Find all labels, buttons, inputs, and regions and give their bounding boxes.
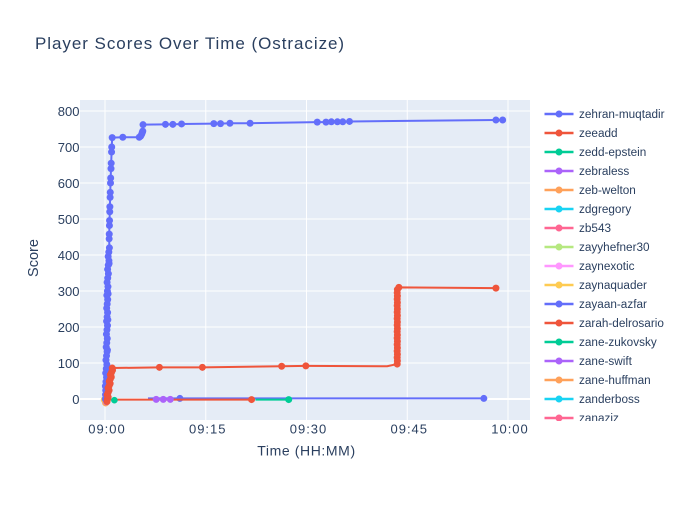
svg-text:09:30: 09:30	[290, 422, 328, 437]
svg-text:09:00: 09:00	[88, 422, 126, 437]
svg-text:zaynexotic: zaynexotic	[579, 260, 635, 273]
svg-text:09:45: 09:45	[390, 422, 428, 437]
svg-text:zane-swift: zane-swift	[579, 355, 633, 368]
svg-text:zayaan-azfar: zayaan-azfar	[579, 298, 647, 311]
svg-text:zedd-epstein: zedd-epstein	[579, 146, 646, 159]
svg-text:09:15: 09:15	[189, 422, 227, 437]
svg-text:700: 700	[58, 140, 80, 155]
svg-text:zb543: zb543	[579, 222, 611, 235]
svg-text:zaynaquader: zaynaquader	[579, 279, 647, 292]
svg-text:10:00: 10:00	[491, 422, 529, 437]
svg-text:500: 500	[58, 212, 80, 227]
svg-text:100: 100	[58, 356, 80, 371]
svg-text:Player Scores Over Time (Ostra: Player Scores Over Time (Ostracize)	[35, 34, 345, 53]
svg-text:zayyhefner30: zayyhefner30	[579, 241, 650, 254]
svg-text:0: 0	[72, 392, 79, 407]
svg-text:200: 200	[58, 320, 80, 335]
svg-text:zebraless: zebraless	[579, 165, 629, 178]
svg-text:zane-zukovsky: zane-zukovsky	[579, 336, 657, 349]
svg-text:zanaziz: zanaziz	[579, 412, 619, 425]
svg-text:zeeadd: zeeadd	[579, 127, 618, 140]
svg-text:zarah-delrosario: zarah-delrosario	[579, 317, 664, 330]
svg-text:zane-huffman: zane-huffman	[579, 374, 651, 387]
svg-text:zdgregory: zdgregory	[579, 203, 631, 216]
svg-text:Score: Score	[26, 239, 42, 277]
svg-text:zeb-welton: zeb-welton	[579, 184, 636, 197]
svg-text:zehran-muqtadir: zehran-muqtadir	[579, 108, 665, 121]
svg-text:800: 800	[58, 104, 80, 119]
svg-text:Time (HH:MM): Time (HH:MM)	[257, 443, 355, 459]
svg-text:zanderboss: zanderboss	[579, 393, 640, 406]
svg-text:400: 400	[58, 248, 80, 263]
svg-text:600: 600	[58, 176, 80, 191]
svg-text:300: 300	[58, 284, 80, 299]
